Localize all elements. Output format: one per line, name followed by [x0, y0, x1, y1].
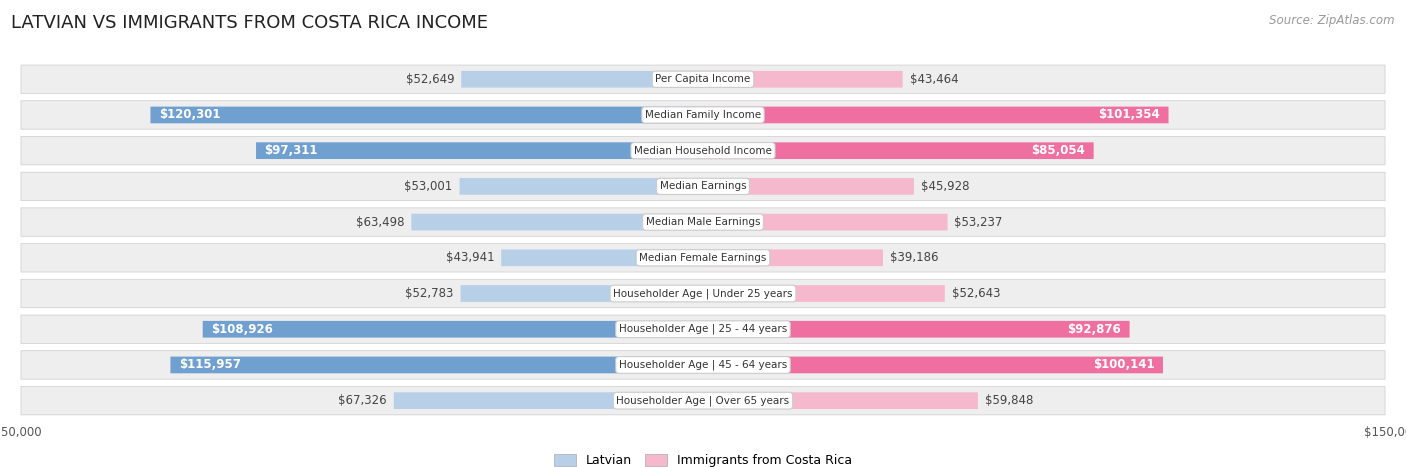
FancyBboxPatch shape [21, 315, 1385, 343]
Text: $115,957: $115,957 [179, 359, 240, 371]
FancyBboxPatch shape [150, 106, 703, 123]
Text: $45,928: $45,928 [921, 180, 969, 193]
Text: $53,001: $53,001 [405, 180, 453, 193]
Text: Median Female Earnings: Median Female Earnings [640, 253, 766, 263]
Text: Per Capita Income: Per Capita Income [655, 74, 751, 84]
Text: $120,301: $120,301 [159, 108, 221, 121]
Text: Householder Age | 25 - 44 years: Householder Age | 25 - 44 years [619, 324, 787, 334]
FancyBboxPatch shape [21, 101, 1385, 129]
Legend: Latvian, Immigrants from Costa Rica: Latvian, Immigrants from Costa Rica [548, 449, 858, 467]
Text: $52,649: $52,649 [406, 73, 454, 86]
Text: $52,783: $52,783 [405, 287, 454, 300]
FancyBboxPatch shape [703, 285, 945, 302]
FancyBboxPatch shape [703, 249, 883, 266]
FancyBboxPatch shape [703, 357, 1163, 373]
Text: $100,141: $100,141 [1092, 359, 1154, 371]
Text: Householder Age | Over 65 years: Householder Age | Over 65 years [616, 396, 790, 406]
FancyBboxPatch shape [21, 172, 1385, 201]
FancyBboxPatch shape [501, 249, 703, 266]
FancyBboxPatch shape [21, 65, 1385, 93]
FancyBboxPatch shape [256, 142, 703, 159]
FancyBboxPatch shape [461, 285, 703, 302]
FancyBboxPatch shape [461, 71, 703, 88]
Text: $101,354: $101,354 [1098, 108, 1160, 121]
FancyBboxPatch shape [703, 214, 948, 230]
Text: Median Family Income: Median Family Income [645, 110, 761, 120]
Text: Median Earnings: Median Earnings [659, 181, 747, 191]
Text: Householder Age | Under 25 years: Householder Age | Under 25 years [613, 288, 793, 299]
FancyBboxPatch shape [21, 136, 1385, 165]
Text: Householder Age | 45 - 64 years: Householder Age | 45 - 64 years [619, 360, 787, 370]
FancyBboxPatch shape [412, 214, 703, 230]
FancyBboxPatch shape [21, 351, 1385, 379]
Text: Median Household Income: Median Household Income [634, 146, 772, 156]
Text: $85,054: $85,054 [1032, 144, 1085, 157]
FancyBboxPatch shape [21, 279, 1385, 308]
FancyBboxPatch shape [703, 392, 979, 409]
Text: $108,926: $108,926 [211, 323, 273, 336]
FancyBboxPatch shape [703, 178, 914, 195]
Text: $92,876: $92,876 [1067, 323, 1122, 336]
Text: $59,848: $59,848 [984, 394, 1033, 407]
Text: $63,498: $63,498 [356, 216, 405, 229]
FancyBboxPatch shape [703, 106, 1168, 123]
FancyBboxPatch shape [21, 387, 1385, 415]
FancyBboxPatch shape [460, 178, 703, 195]
Text: $39,186: $39,186 [890, 251, 938, 264]
FancyBboxPatch shape [703, 321, 1129, 338]
FancyBboxPatch shape [202, 321, 703, 338]
Text: $43,464: $43,464 [910, 73, 957, 86]
FancyBboxPatch shape [703, 71, 903, 88]
Text: $53,237: $53,237 [955, 216, 1002, 229]
FancyBboxPatch shape [170, 357, 703, 373]
Text: $43,941: $43,941 [446, 251, 495, 264]
Text: $97,311: $97,311 [264, 144, 318, 157]
FancyBboxPatch shape [21, 244, 1385, 272]
FancyBboxPatch shape [703, 142, 1094, 159]
Text: $67,326: $67,326 [339, 394, 387, 407]
Text: $52,643: $52,643 [952, 287, 1000, 300]
Text: Source: ZipAtlas.com: Source: ZipAtlas.com [1270, 14, 1395, 27]
Text: Median Male Earnings: Median Male Earnings [645, 217, 761, 227]
FancyBboxPatch shape [21, 208, 1385, 236]
FancyBboxPatch shape [394, 392, 703, 409]
Text: LATVIAN VS IMMIGRANTS FROM COSTA RICA INCOME: LATVIAN VS IMMIGRANTS FROM COSTA RICA IN… [11, 14, 488, 32]
